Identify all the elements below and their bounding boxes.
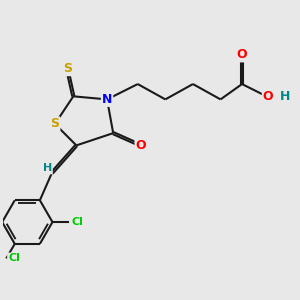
Text: O: O [263, 90, 273, 103]
Text: S: S [50, 117, 59, 130]
Text: S: S [63, 62, 72, 75]
Text: H: H [43, 164, 52, 173]
Text: Cl: Cl [8, 254, 20, 263]
Text: Cl: Cl [71, 217, 83, 227]
Text: N: N [102, 93, 112, 106]
Text: H: H [280, 90, 290, 103]
Text: O: O [237, 48, 247, 62]
Text: O: O [136, 139, 146, 152]
